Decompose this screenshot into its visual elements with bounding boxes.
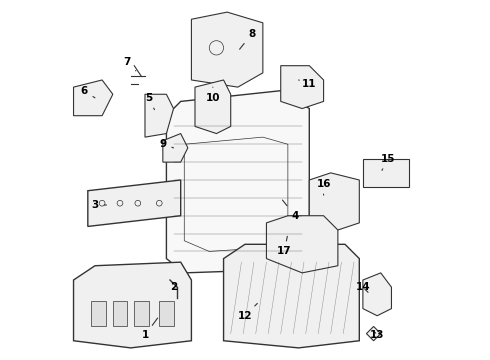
- Polygon shape: [74, 80, 113, 116]
- Polygon shape: [195, 80, 231, 134]
- Polygon shape: [74, 262, 192, 348]
- Text: 12: 12: [238, 303, 257, 321]
- Polygon shape: [163, 134, 188, 162]
- Text: 5: 5: [145, 93, 154, 110]
- Text: 14: 14: [356, 282, 370, 292]
- Text: 11: 11: [298, 78, 317, 89]
- Polygon shape: [363, 273, 392, 316]
- Text: 16: 16: [317, 179, 331, 195]
- Polygon shape: [145, 94, 173, 137]
- Polygon shape: [223, 244, 359, 348]
- Polygon shape: [113, 301, 127, 327]
- Polygon shape: [309, 173, 359, 230]
- Text: 17: 17: [277, 236, 292, 256]
- Text: 2: 2: [170, 282, 177, 292]
- Text: 13: 13: [370, 330, 385, 341]
- Polygon shape: [267, 216, 338, 273]
- Text: 6: 6: [81, 86, 95, 98]
- Text: 1: 1: [141, 318, 158, 341]
- Polygon shape: [92, 301, 106, 327]
- Text: 8: 8: [240, 28, 256, 49]
- Text: 9: 9: [159, 139, 173, 149]
- Text: 10: 10: [206, 87, 220, 103]
- Text: 3: 3: [91, 200, 106, 210]
- Polygon shape: [192, 12, 263, 87]
- Polygon shape: [88, 180, 181, 226]
- Text: 4: 4: [282, 200, 299, 221]
- Polygon shape: [363, 158, 409, 187]
- Text: 15: 15: [381, 154, 395, 170]
- Polygon shape: [134, 301, 148, 327]
- Polygon shape: [159, 301, 173, 327]
- Polygon shape: [167, 91, 309, 273]
- Polygon shape: [367, 327, 381, 341]
- Polygon shape: [281, 66, 323, 109]
- Text: 7: 7: [123, 57, 136, 71]
